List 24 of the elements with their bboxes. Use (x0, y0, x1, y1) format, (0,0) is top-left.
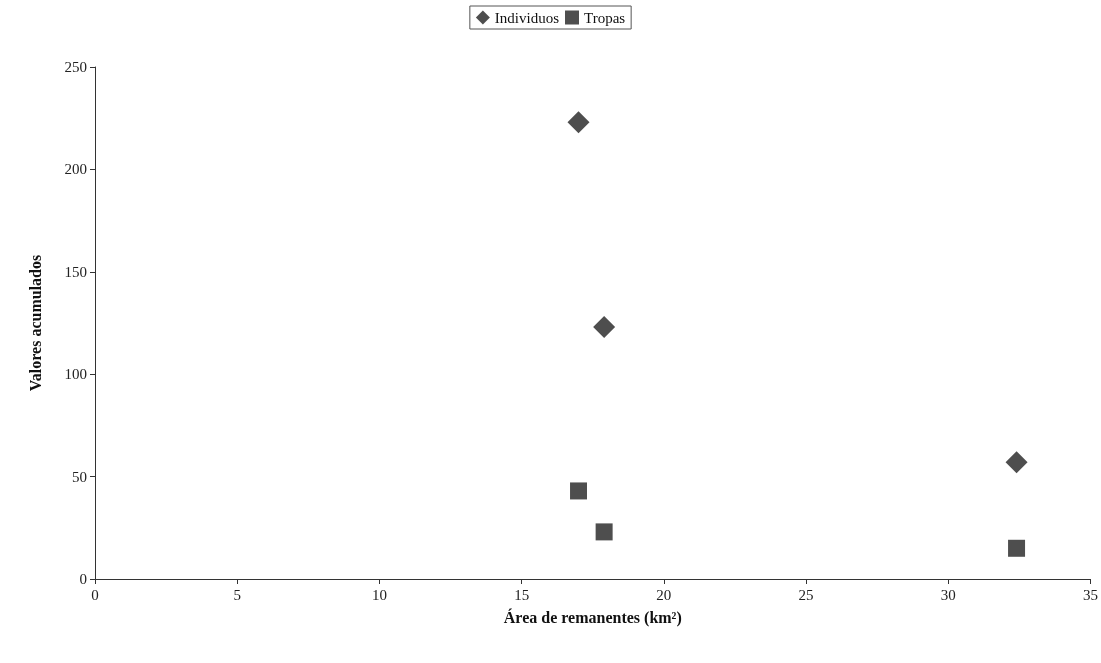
legend-label: Individuos (494, 9, 560, 26)
y-tick-label: 250 (64, 59, 87, 75)
y-axis-title: Valores acumulados (26, 254, 44, 392)
x-tick-label: 35 (1083, 586, 1098, 603)
point (570, 482, 588, 500)
x-tick-label: 10 (371, 586, 387, 603)
y-tick-label: 0 (79, 571, 87, 587)
y-tick-label: 50 (72, 468, 87, 485)
x-tick-label: 30 (940, 586, 956, 603)
x-tick-label: 5 (233, 586, 241, 603)
x-tick-label: 0 (91, 586, 99, 603)
x-tick-label: 15 (514, 586, 530, 603)
y-tick-label: 100 (64, 366, 87, 383)
point (595, 523, 613, 541)
x-tick-label: 20 (656, 586, 672, 603)
y-tick-label: 150 (64, 263, 87, 280)
point (593, 316, 616, 339)
x-tick-label: 25 (798, 586, 814, 603)
point (1008, 539, 1026, 557)
y-tick-label: 200 (64, 161, 87, 178)
point (1005, 451, 1028, 474)
legend-label: Tropas (584, 9, 626, 26)
point (567, 111, 590, 134)
x-axis-title: Área de remanentes (km²) (503, 607, 682, 627)
